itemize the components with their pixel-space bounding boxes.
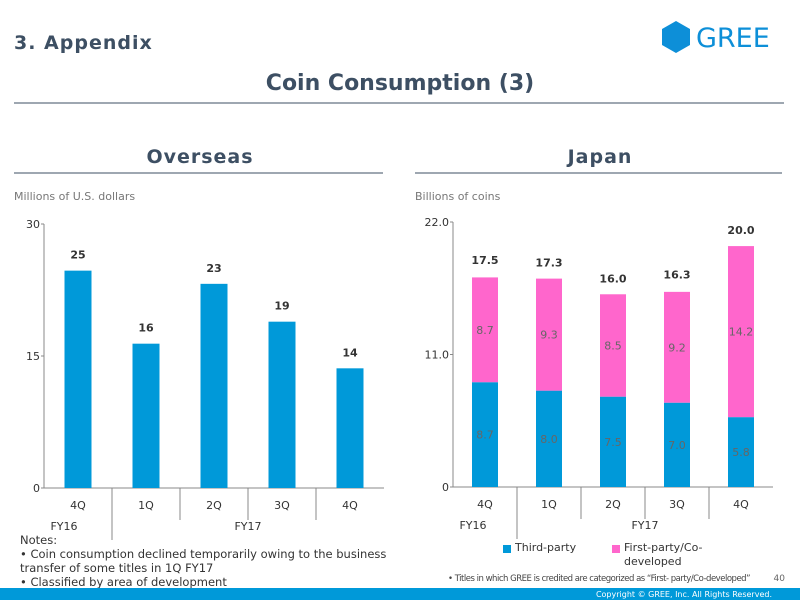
total-label: 16.0 — [599, 272, 626, 285]
page-number: 40 — [774, 574, 786, 584]
group-label: FY17 — [631, 519, 658, 532]
note-line: Notes: — [20, 533, 58, 547]
x-tick-label: 4Q — [477, 498, 493, 511]
x-tick-label: 3Q — [274, 499, 290, 512]
x-tick-label: 2Q — [206, 499, 222, 512]
group-label: FY17 — [234, 520, 261, 533]
total-label: 20.0 — [727, 224, 754, 237]
legend-swatch — [503, 545, 511, 553]
segment-label: 7.5 — [604, 436, 622, 449]
total-label: 17.3 — [535, 257, 562, 270]
notes: Notes:• Coin consumption declined tempor… — [20, 533, 400, 589]
y-tick-label: 0 — [442, 481, 449, 494]
note-line: • Classified by area of development — [20, 575, 227, 589]
y-tick-label: 15 — [26, 350, 40, 363]
bar — [64, 270, 92, 488]
bar-segment — [728, 417, 754, 487]
segment-label: 7.0 — [668, 439, 686, 452]
data-label: 14 — [342, 346, 358, 359]
bar — [200, 283, 228, 488]
segment-label: 8.0 — [540, 433, 558, 446]
x-tick-label: 2Q — [605, 498, 621, 511]
logo-icon — [662, 21, 690, 53]
total-label: 16.3 — [663, 269, 690, 282]
logo-text: GREE — [696, 23, 770, 54]
axis-label: Millions of U.S. dollars — [14, 190, 135, 203]
chart-title: Japan — [566, 146, 633, 168]
bar-segment — [600, 396, 626, 487]
group-label: FY16 — [459, 519, 486, 532]
section-title: 3. Appendix — [14, 32, 153, 54]
x-tick-label: 1Q — [541, 498, 557, 511]
segment-label: 9.3 — [540, 329, 558, 342]
bar-segment — [472, 277, 498, 383]
bar-segment — [536, 278, 562, 391]
bar-segment — [472, 382, 498, 487]
bar-segment — [536, 390, 562, 487]
bar — [336, 368, 364, 488]
segment-label: 8.5 — [604, 339, 622, 352]
notes-text: Notes: • Coin consumption declined tempor… — [20, 533, 400, 589]
segment-label: 8.7 — [476, 324, 494, 337]
data-label: 19 — [274, 300, 289, 313]
x-tick-label: 4Q — [70, 499, 86, 512]
x-tick-label: 3Q — [669, 498, 685, 511]
bar-segment — [600, 294, 626, 397]
bar-segment — [664, 291, 690, 403]
legend-entry: First-party/Co-developed — [624, 541, 703, 568]
group-label: FY16 — [50, 520, 77, 533]
legend-entry: Third-party — [515, 541, 577, 554]
slide-title: Coin Consumption (3) — [266, 71, 534, 96]
y-tick-label: 0 — [33, 482, 40, 495]
segment-label: 8.7 — [476, 429, 494, 442]
bar-segment — [664, 402, 690, 487]
footnote: • Titles in which GREE is credited are c… — [448, 574, 750, 584]
data-label: 16 — [138, 322, 154, 335]
chart-title: Overseas — [146, 146, 253, 168]
segment-label: 5.8 — [732, 446, 750, 459]
data-label: 25 — [70, 249, 85, 262]
bar — [268, 321, 296, 488]
x-tick-label: 4Q — [342, 499, 358, 512]
data-label: 23 — [206, 262, 221, 275]
footer-bar — [0, 588, 800, 600]
y-tick-label: 30 — [26, 218, 40, 231]
segment-label: 9.2 — [668, 341, 686, 354]
x-tick-label: 1Q — [138, 499, 154, 512]
copyright: Copyright © GREE, Inc. All Rights Reserv… — [596, 590, 772, 599]
bar-segment — [728, 246, 754, 418]
bar — [132, 343, 160, 488]
y-tick-label: 22.0 — [425, 216, 450, 229]
legend-text: Third-party — [515, 541, 577, 554]
legend-text: First-party/Co-developed — [624, 541, 703, 568]
note-line: • Coin consumption declined temporarily … — [20, 547, 387, 575]
axis-label: Billions of coins — [415, 190, 501, 203]
total-label: 17.5 — [471, 254, 498, 267]
legend-swatch — [612, 545, 620, 553]
segment-label: 14.2 — [729, 326, 754, 339]
x-tick-label: 4Q — [733, 498, 749, 511]
y-tick-label: 11.0 — [425, 349, 450, 362]
